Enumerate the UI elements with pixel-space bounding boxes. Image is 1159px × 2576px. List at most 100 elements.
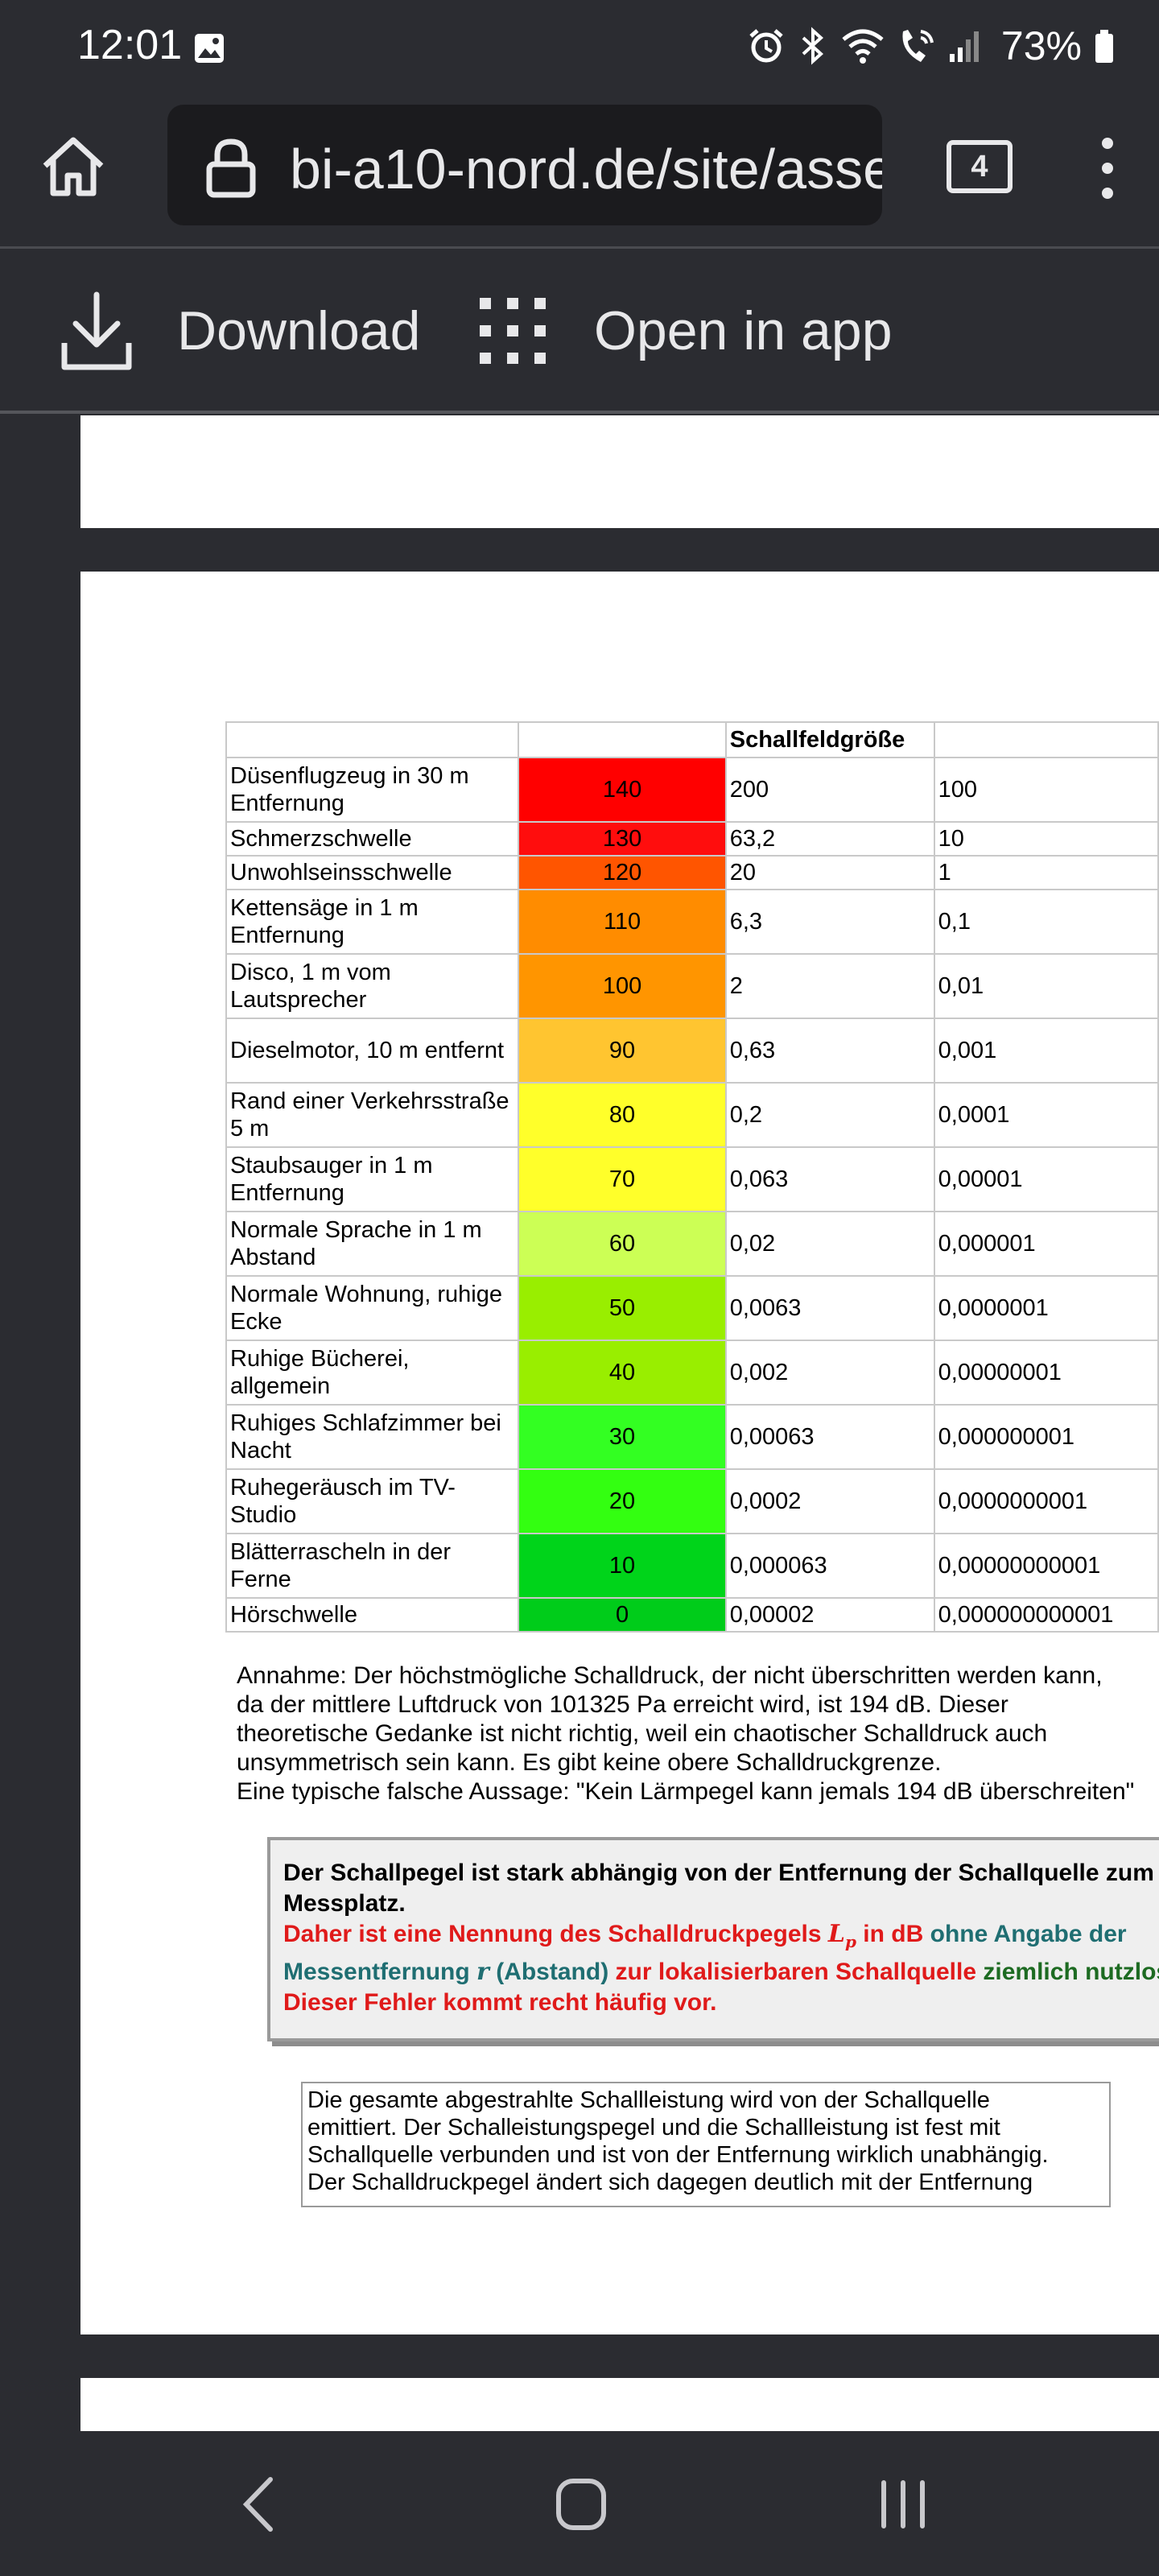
annahme-line: Eine typische falsche Aussage: "Kein Lär… [237, 1778, 1135, 1805]
symbol-L: Lp [828, 1920, 856, 1951]
row-source-cell: Disco, 1 m vom Lautsprecher [225, 953, 520, 1019]
lock-icon [206, 138, 256, 198]
tab-count-button[interactable]: 4 [947, 140, 1013, 193]
status-bar: 12:01 73% [0, 0, 1159, 97]
row-db-cell: 10 [518, 1533, 727, 1599]
row-pressure-cell: 2 [724, 953, 935, 1019]
row-db-cell: 30 [518, 1404, 727, 1470]
warning-teal-text: (Abstand) [496, 1959, 609, 1985]
table-row: Staubsauger in 1 m Entfernung 70 0,063 0,00… [225, 1146, 1159, 1212]
header-cell-schallfeldgroesse: Schallfeldgröße [724, 721, 935, 758]
row-intensity-cell: 0,0000001 [933, 1275, 1159, 1341]
row-db-cell: 40 [518, 1340, 727, 1406]
url-bar[interactable]: bi-a10-nord.de/site/assets [167, 105, 882, 225]
table-row: Normale Sprache in 1 m Abstand 60 0,02 0,00… [225, 1211, 1159, 1277]
wifi-icon [842, 29, 884, 64]
sound-level-table: Schallfeldgröße Düsenflugzeug in 30 m En… [225, 721, 1159, 1633]
bluetooth-icon [802, 27, 823, 65]
row-source-cell: Ruhiges Schlafzimmer bei Nacht [225, 1404, 520, 1470]
warning-red-text: Dieser Fehler kommt recht häufig vor. [283, 1989, 717, 2016]
row-db-cell: 110 [518, 889, 727, 955]
row-pressure-cell: 20 [724, 855, 935, 890]
table-row: Disco, 1 m vom Lautsprecher 100 2 0,01 [225, 953, 1159, 1019]
row-intensity-cell: 0,00001 [933, 1146, 1159, 1212]
download-button[interactable]: Download [177, 300, 421, 361]
annahme-line: da der mittlere Luftdruck von 101325 Pa … [237, 1691, 1008, 1718]
note-line: emittiert. Der Schalleistungspegel und d… [307, 2115, 1000, 2140]
row-pressure-cell: 0,2 [724, 1082, 935, 1148]
row-intensity-cell: 0,0001 [933, 1082, 1159, 1148]
row-db-cell: 50 [518, 1275, 727, 1341]
annahme-line: Annahme: Der höchstmögliche Schalldruck,… [237, 1662, 1103, 1689]
row-pressure-cell: 0,063 [724, 1146, 935, 1212]
table-row: Ruhige Bücherei, allgemein 40 0,002 0,00000… [225, 1340, 1159, 1406]
toolbar-divider [0, 246, 1159, 249]
row-source-cell: Normale Wohnung, ruhige Ecke [225, 1275, 520, 1341]
table-row: Schmerzschwelle 130 63,2 10 [225, 821, 1159, 857]
download-icon[interactable] [58, 290, 135, 374]
wifi-call-icon [902, 30, 934, 62]
row-db-cell: 140 [518, 757, 727, 823]
status-icons: 73% [747, 23, 1116, 69]
alarm-icon [749, 29, 783, 63]
row-pressure-cell: 0,63 [724, 1018, 935, 1084]
battery-icon [1095, 30, 1113, 63]
row-source-cell: Hörschwelle [225, 1597, 520, 1633]
table-row: Düsenflugzeug in 30 m Entfernung 140 200 10… [225, 757, 1159, 823]
table-row: Unwohlseinsschwelle 120 20 1 [225, 855, 1159, 890]
warning-statement: Der Schallpegel ist stark abhängig von d… [283, 1860, 1154, 1917]
open-in-app-icon[interactable] [478, 296, 547, 365]
recent-apps-icon[interactable] [879, 2476, 927, 2533]
warning-red-text: zur lokalisierbaren Schallquelle [615, 1959, 977, 1985]
back-icon[interactable] [240, 2476, 275, 2533]
row-pressure-cell: 6,3 [724, 889, 935, 955]
row-intensity-cell: 10 [933, 821, 1159, 857]
home-icon[interactable] [39, 132, 108, 201]
open-in-app-button[interactable]: Open in app [594, 300, 893, 361]
table-header-row: Schallfeldgröße [225, 721, 1159, 758]
home-nav-icon[interactable] [555, 2476, 607, 2533]
table-row: Dieselmotor, 10 m entfernt 90 0,63 0,001 [225, 1018, 1159, 1084]
row-pressure-cell: 0,02 [724, 1211, 935, 1277]
row-source-cell: Dieselmotor, 10 m entfernt [225, 1018, 520, 1084]
row-source-cell: Kettensäge in 1 m Entfernung [225, 889, 520, 955]
annahme-line: theoretische Gedanke ist nicht richtig, … [237, 1720, 1048, 1747]
image-icon [195, 34, 224, 63]
row-pressure-cell: 0,00002 [724, 1597, 935, 1633]
table-row: Ruhegeräusch im TV-Studio 20 0,0002 0,00000… [225, 1468, 1159, 1534]
row-intensity-cell: 0,00000001 [933, 1340, 1159, 1406]
note-line: Die gesamte abgestrahlte Schallleistung … [307, 2087, 990, 2113]
row-db-cell: 90 [518, 1018, 727, 1084]
more-menu-icon[interactable] [1091, 132, 1124, 204]
schallleistung-note: Die gesamte abgestrahlte Schallleistung … [301, 2082, 1111, 2207]
row-intensity-cell: 0,000000001 [933, 1404, 1159, 1470]
row-intensity-cell: 0,01 [933, 953, 1159, 1019]
pdf-page-previous [80, 415, 1159, 528]
row-intensity-cell: 0,000001 [933, 1211, 1159, 1277]
row-pressure-cell: 200 [724, 757, 935, 823]
battery-percent: 73% [1000, 23, 1082, 68]
browser-toolbar: bi-a10-nord.de/site/assets 4 [0, 97, 1159, 250]
symbol-p-subscript: p [844, 1932, 856, 1951]
url-text: bi-a10-nord.de/site/assets [290, 138, 882, 200]
row-source-cell: Normale Sprache in 1 m Abstand [225, 1211, 520, 1277]
warning-green-text: ziemlich nutzlos. [983, 1959, 1159, 1985]
signal-icon [949, 31, 979, 62]
note-line: Schallquelle verbunden und ist von der E… [307, 2142, 1049, 2168]
row-intensity-cell: 1 [933, 855, 1159, 890]
warning-teal-text: ohne Angabe der Messentfernung [283, 1921, 1127, 1985]
row-intensity-cell: 0,001 [933, 1018, 1159, 1084]
row-intensity-cell: 100 [933, 757, 1159, 823]
table-row: Hörschwelle 0 0,00002 0,000000000001 [225, 1597, 1159, 1633]
symbol-r: r [476, 1958, 489, 1986]
row-db-cell: 130 [518, 821, 727, 857]
table-row: Blätterrascheln in der Ferne 10 0,000063 0,… [225, 1533, 1159, 1599]
row-pressure-cell: 0,0063 [724, 1275, 935, 1341]
table-row: Rand einer Verkehrsstraße 5 m 80 0,2 0,0001 [225, 1082, 1159, 1148]
row-pressure-cell: 0,002 [724, 1340, 935, 1406]
note-line: Der Schalldruckpegel ändert sich dagegen… [307, 2169, 1033, 2195]
pdf-page: Schallfeldgröße Düsenflugzeug in 30 m En… [80, 572, 1159, 2334]
pdf-page-next [80, 2378, 1159, 2431]
header-cell-empty [225, 721, 520, 758]
row-intensity-cell: 0,000000000001 [933, 1597, 1159, 1633]
